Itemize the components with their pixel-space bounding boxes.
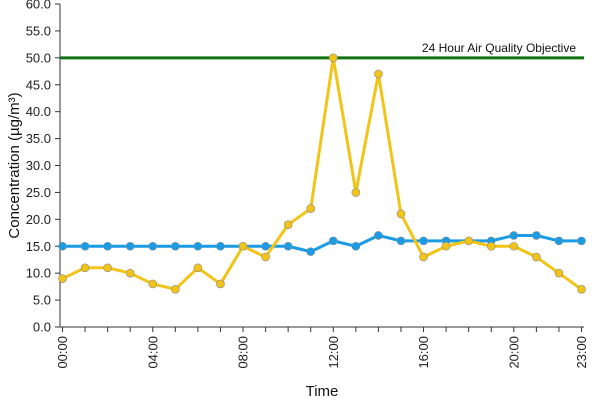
y-tick-label: 10.0 (26, 266, 51, 281)
series-2-point (80, 263, 90, 273)
y-tick-label: 40.0 (26, 104, 51, 119)
y-tick-label: 55.0 (26, 23, 51, 38)
y-tick-label: 15.0 (26, 239, 51, 254)
series-1-point (532, 231, 541, 240)
y-axis-title: Concentration (µg/m³) (6, 92, 23, 238)
series-2-point (193, 263, 203, 273)
series-2-point (148, 279, 158, 289)
series-2-line (61, 56, 583, 291)
y-tick-label: 45.0 (26, 77, 51, 92)
series-2-point (351, 188, 361, 197)
series-1-point (80, 241, 90, 251)
series-1-point (419, 236, 428, 246)
series-1-point (306, 247, 316, 256)
y-tick-label: 5.0 (33, 293, 51, 308)
series-1-point (374, 231, 383, 240)
series-2-point (509, 241, 519, 251)
series-2-point (464, 236, 473, 246)
series-1-point (396, 236, 406, 246)
x-tick-label: 16:00 (416, 336, 431, 369)
series-2-point (577, 285, 586, 294)
y-tick-label: 0.0 (33, 320, 51, 335)
series-2-point (396, 209, 406, 219)
y-tick-label: 50.0 (26, 50, 51, 65)
series-1-point (509, 231, 519, 240)
series-1-point (125, 241, 135, 251)
series-1-point (103, 241, 112, 251)
y-tick-label: 25.0 (26, 185, 51, 200)
y-tick-label: 20.0 (26, 212, 51, 227)
series-2-point (486, 241, 496, 251)
series-2-point (374, 69, 383, 79)
series-1-point (351, 241, 361, 251)
y-tick-label: 30.0 (26, 158, 51, 173)
reference-line-label: 24 Hour Air Quality Objective (422, 41, 576, 55)
series-2-point (554, 268, 564, 278)
series-1-point (328, 236, 338, 246)
x-axis-title: Time (306, 383, 339, 400)
series-1-point (577, 236, 586, 246)
y-tick-label: 35.0 (26, 131, 51, 146)
x-tick-label: 20:00 (506, 336, 521, 369)
series-2-point (441, 241, 451, 251)
series-2-point (103, 263, 112, 273)
x-tick-label: 04:00 (145, 336, 160, 369)
series-1-point (283, 241, 293, 251)
series-2-point (125, 268, 135, 278)
series-2-point (238, 241, 248, 251)
series-1-point (261, 241, 270, 251)
series-2-point (419, 252, 428, 262)
series-1-point (171, 241, 180, 251)
series-1-point (193, 241, 203, 251)
series-2-point (216, 279, 225, 289)
y-tick-label: 60.0 (26, 0, 51, 12)
series-2-point (171, 285, 180, 294)
series-1-line (62, 233, 582, 254)
series-2-point (306, 204, 316, 213)
x-tick-label: 00:00 (55, 336, 70, 369)
series-1-point (554, 236, 564, 246)
x-tick-label: 08:00 (236, 336, 251, 369)
series-2-point (58, 274, 67, 283)
series-1-point (216, 241, 225, 251)
series-1-point (148, 241, 158, 251)
x-tick-label: 23:00 (574, 336, 589, 369)
series-2-point (328, 53, 338, 63)
series-2-point (532, 252, 541, 262)
series-2-point (283, 220, 293, 230)
x-tick-label: 12:00 (326, 336, 341, 369)
series-2-point (261, 252, 270, 262)
series-1-point (58, 241, 67, 251)
